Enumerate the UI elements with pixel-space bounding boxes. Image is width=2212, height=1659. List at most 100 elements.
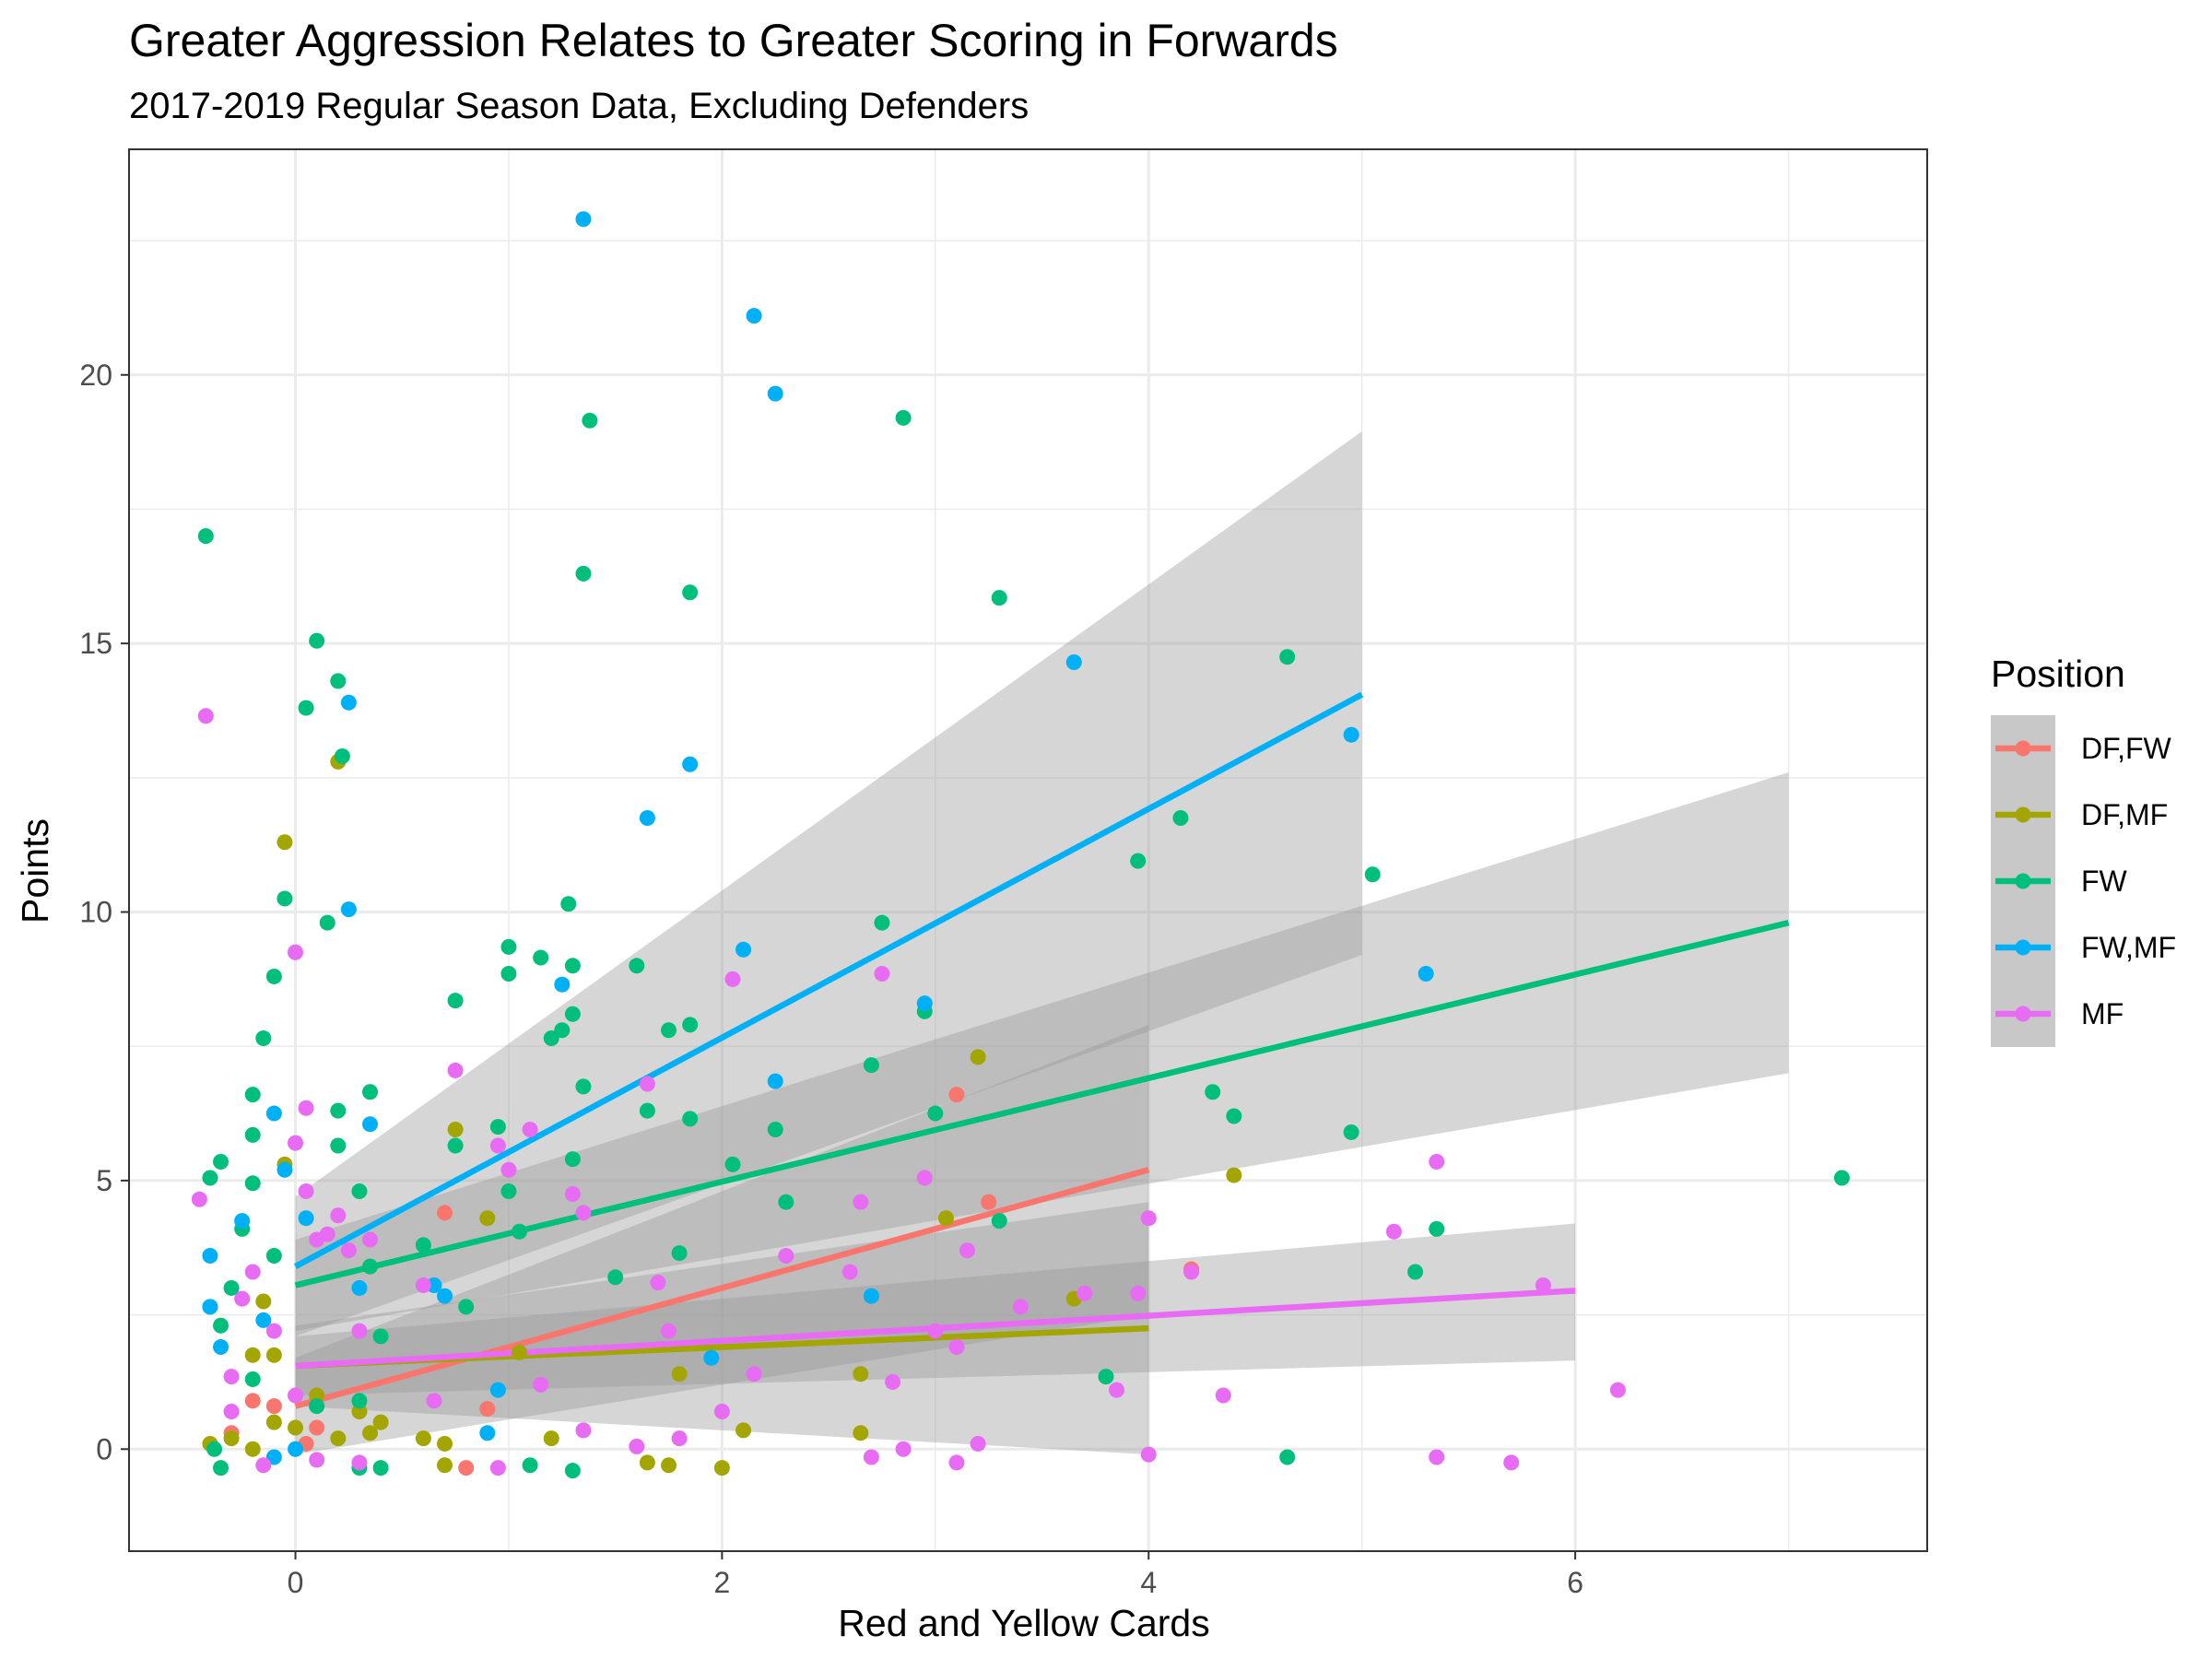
point-fw [223,1279,240,1296]
x-axis-ticks: 0 2 4 6 [288,1551,1583,1599]
point-fw-mf [255,1312,272,1328]
point-df-mf [415,1430,431,1447]
legend-label: DF,MF [2081,798,2168,831]
point-df-mf [671,1366,688,1382]
point-df-mf [661,1457,677,1474]
point-fw [244,1175,261,1192]
point-mf [778,1247,794,1264]
legend-key-point [2015,939,2031,956]
point-mf [948,1339,965,1356]
point-fw [197,528,214,545]
point-df-mf [512,1344,528,1360]
point-fw [1279,1449,1296,1465]
point-mf [841,1264,858,1280]
point-mf [426,1393,442,1409]
point-fw-mf [767,385,783,402]
data-points [191,211,1850,1479]
point-fw [863,1057,879,1074]
point-mf [575,1205,592,1221]
point-fw [874,914,890,931]
point-fw-mf [554,976,571,993]
point-fw-mf [575,211,592,228]
point-fw [1407,1264,1424,1280]
fit-line-fw-mf [293,691,1364,1270]
point-fw [244,1371,261,1388]
confidence-band-fw [295,772,1789,1332]
point-fw [682,1017,699,1033]
point-mf [288,944,304,960]
point-fw [1279,649,1296,665]
y-axis-title: Points [14,818,56,924]
point-mf [1012,1299,1029,1315]
legend-label: FW [2081,865,2128,898]
point-fw [489,1119,506,1135]
point-fw [767,1122,783,1138]
point-fw [564,958,581,974]
point-mf [255,1457,272,1474]
point-mf [639,1076,655,1092]
point-fw [1429,1220,1445,1237]
legend-label: FW,MF [2081,931,2176,964]
confidence-band-df-mf [295,1202,1149,1455]
point-df-fw [437,1205,453,1221]
point-fw [671,1245,688,1262]
point-fw [1130,853,1147,869]
point-df-mf [351,1403,368,1419]
point-fw [244,1126,261,1143]
point-mf [1429,1154,1445,1170]
point-df-mf [437,1457,453,1474]
point-fw [276,890,293,907]
point-df-mf [970,1049,986,1065]
point-fw-mf [639,810,655,827]
point-df-fw [458,1460,475,1477]
point-mf [1077,1285,1093,1301]
y-tick-label: 10 [79,896,112,929]
point-mf [298,1183,314,1200]
point-fw [330,673,347,689]
point-mf [362,1231,379,1248]
point-fw-mf [1065,654,1082,671]
point-fw [927,1105,944,1122]
point-mf [288,1387,304,1404]
point-mf [885,1373,901,1390]
point-mf [1183,1264,1200,1280]
point-fw [991,1213,1007,1230]
legend-label: DF,FW [2081,732,2172,765]
point-fw [1343,1124,1359,1140]
point-fw-mf [916,995,933,1012]
plot-panel-background [129,149,1927,1551]
point-fw [629,958,645,974]
point-df-mf [288,1419,304,1436]
point-mf [351,1454,368,1471]
point-df-mf [735,1422,752,1439]
point-df-mf [853,1366,869,1382]
point-mf [489,1137,506,1154]
point-fw [607,1269,624,1286]
point-mf [244,1264,261,1280]
point-fw [991,590,1007,606]
fit-line-fw [294,920,1790,1288]
point-fw [575,565,592,582]
point-mf [650,1275,666,1291]
point-fw-mf [265,1449,282,1465]
point-mf [351,1323,368,1339]
point-fw [1364,866,1381,883]
point-fw [415,1237,431,1253]
y-axis-ticks: 0 5 10 15 20 [79,359,129,1465]
point-mf [415,1277,431,1294]
point-fw-mf [746,308,762,324]
point-mf [895,1441,912,1457]
y-tick-label: 0 [96,1432,112,1465]
point-fw [309,1398,325,1415]
point-fw [682,584,699,601]
x-axis-title: Red and Yellow Cards [838,1602,1209,1644]
point-df-mf [713,1460,730,1477]
legend-label: MF [2081,997,2124,1030]
point-fw [1172,810,1189,827]
point-fw [330,1102,347,1119]
point-mf [340,1242,357,1259]
point-fw [298,700,314,716]
point-df-mf [543,1430,559,1447]
point-df-mf [255,1293,272,1310]
point-mf [319,1226,335,1242]
